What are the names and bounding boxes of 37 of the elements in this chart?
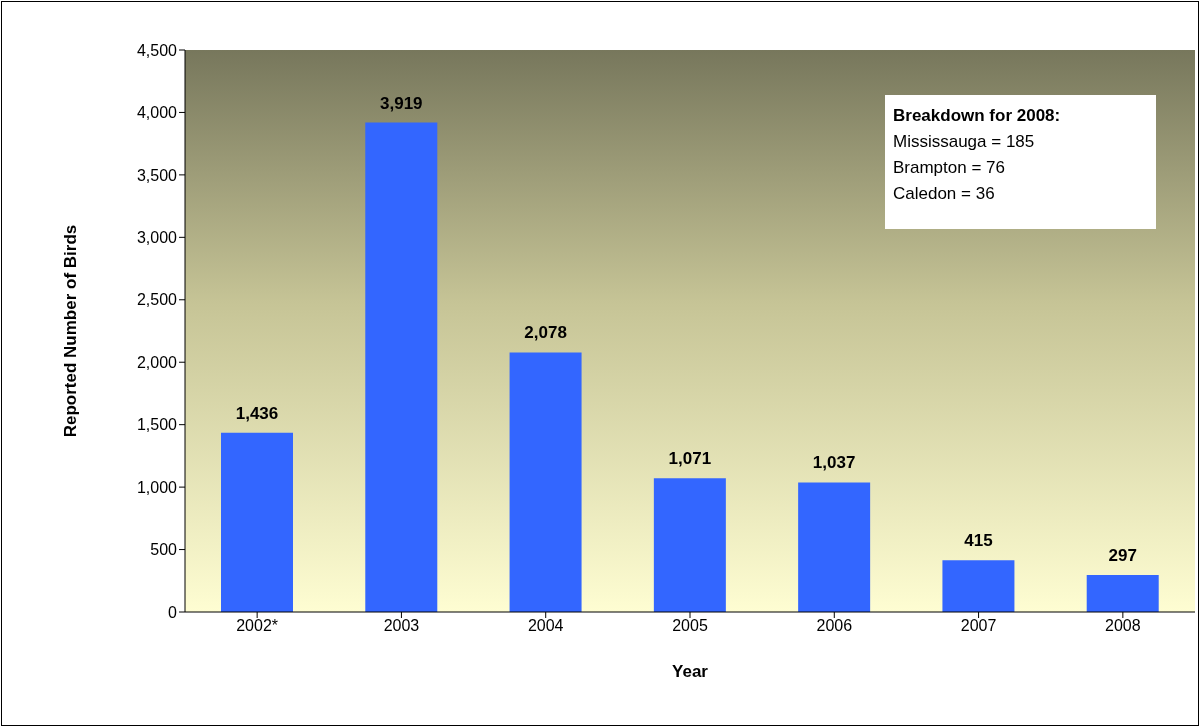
data-label: 3,919 bbox=[380, 93, 423, 113]
data-label: 1,037 bbox=[812, 453, 856, 473]
bar bbox=[798, 482, 871, 612]
annotation: Breakdown for 2008: bbox=[893, 105, 1062, 127]
bar bbox=[221, 432, 293, 612]
data-label: 1,071 bbox=[668, 449, 712, 469]
annotation: Caledon = 36 bbox=[893, 183, 996, 205]
y-tick-label: 3,500 bbox=[136, 166, 178, 184]
data-label: 2,078 bbox=[524, 323, 567, 343]
y-tick-label: 3,000 bbox=[136, 229, 178, 247]
y-tick-label: 1,000 bbox=[136, 478, 178, 496]
bar bbox=[1086, 574, 1159, 612]
annotation: Mississauga = 185 bbox=[893, 131, 1036, 153]
bar bbox=[509, 352, 582, 612]
annotation: Brampton = 76 bbox=[893, 157, 1006, 179]
x-tick-label: 2003 bbox=[383, 617, 420, 635]
y-tick-label: 500 bbox=[150, 541, 178, 559]
x-tick-label: 2006 bbox=[816, 617, 853, 635]
x-axis-title: Year bbox=[672, 662, 709, 681]
data-label: 415 bbox=[964, 531, 993, 551]
y-tick-label: 4,500 bbox=[136, 41, 178, 59]
y-axis-title: Reported Number of Birds bbox=[61, 224, 81, 438]
bar bbox=[653, 478, 726, 612]
x-tick-label: 2002* bbox=[236, 617, 279, 635]
data-label: 297 bbox=[1108, 545, 1137, 565]
y-tick-label: 1,500 bbox=[136, 416, 178, 434]
y-tick-label: 2,500 bbox=[136, 291, 178, 309]
y-tick-label: 0 bbox=[168, 603, 178, 621]
x-tick-label: 2004 bbox=[527, 617, 564, 635]
bar bbox=[365, 122, 438, 612]
x-tick-label: 2007 bbox=[960, 617, 997, 635]
bar bbox=[942, 560, 1015, 612]
data-label: 1,436 bbox=[235, 403, 279, 423]
y-tick-label: 2,000 bbox=[136, 353, 178, 371]
x-tick-label: 2005 bbox=[672, 617, 708, 635]
y-tick-label: 4,000 bbox=[136, 104, 178, 122]
x-tick-label: 2008 bbox=[1105, 617, 1141, 635]
